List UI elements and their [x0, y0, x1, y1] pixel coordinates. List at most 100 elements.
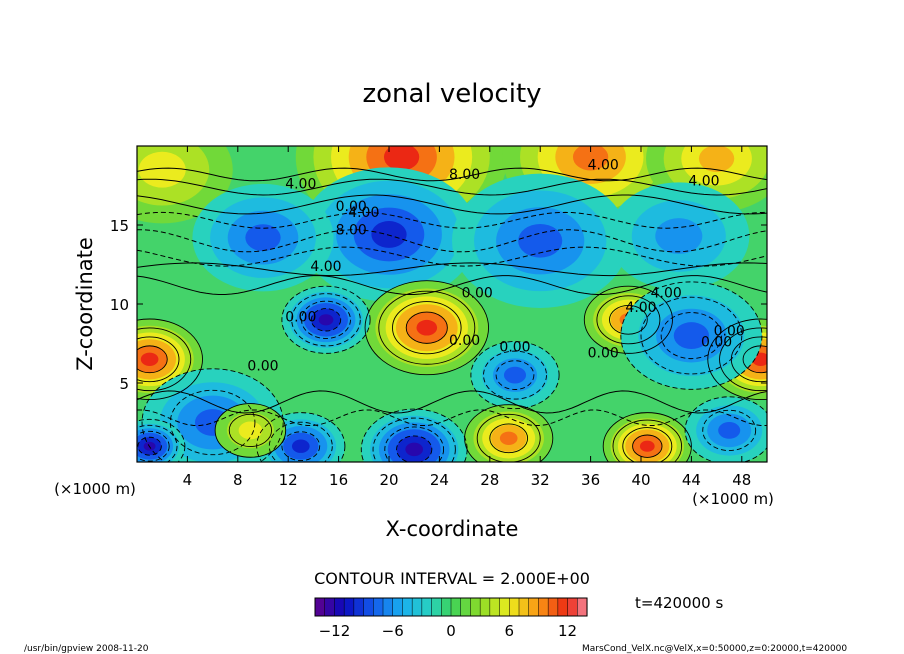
contour-ring: [495, 360, 535, 390]
colorbar-swatch: [460, 597, 471, 617]
x-axis-label: X-coordinate: [386, 517, 519, 541]
contour-label: 0.00: [714, 324, 745, 340]
colorbar-tick-label: −12: [319, 622, 351, 640]
contour-label: 0.00: [336, 199, 367, 215]
colorbar-swatch: [567, 597, 578, 617]
contour-ring: [583, 285, 673, 354]
contour-ring: [137, 327, 192, 392]
colorbar-swatch: [450, 597, 462, 617]
field-level: [405, 442, 424, 457]
contour-label: 0.00: [247, 358, 278, 374]
contour-label: 0.00: [701, 335, 732, 351]
contour-ring: [470, 341, 560, 410]
contour-ring: [310, 308, 342, 332]
field-level: [698, 146, 735, 173]
colorbar-swatch: [363, 597, 374, 617]
contour-label: 4.00: [348, 205, 379, 221]
contour-line: [137, 409, 767, 426]
colorbar-swatch: [373, 597, 384, 617]
x-tick-label: 32: [531, 471, 550, 489]
contour-label: 4.00: [588, 158, 619, 174]
y-axis-label: Z-coordinate: [73, 237, 97, 371]
colorbar-tick-label: −6: [382, 622, 404, 640]
contour-ring: [702, 409, 757, 451]
contour-ring: [384, 426, 445, 462]
x-axis-ticks: 4 8 12 16 20 24 28 32 36 40 44 48: [183, 146, 751, 489]
contour-line: [137, 229, 767, 253]
y-axis-ticks: 5 10 15: [110, 217, 767, 393]
contour-ring: [660, 312, 723, 360]
x-tick-label: 4: [183, 471, 193, 489]
contour-label: 8.00: [449, 167, 480, 183]
field-level: [140, 352, 159, 367]
contour-ring: [301, 300, 351, 339]
colorbar-swatch: [509, 597, 520, 617]
contour-label: 8.00: [336, 222, 367, 238]
colorbar-swatch: [324, 597, 335, 617]
x-tick-label: 48: [732, 471, 751, 489]
contour-ring: [291, 293, 361, 347]
field-level: [655, 218, 703, 254]
contour-labels: 4.008.004.004.000.004.008.004.000.000.00…: [247, 158, 744, 375]
colorbar-frame: [314, 597, 588, 617]
x-tick-label: 44: [682, 471, 701, 489]
colorbar-tick-label: 12: [558, 622, 577, 640]
contour-line: [137, 262, 767, 277]
field-level: [416, 319, 438, 336]
contour-label: 0.00: [285, 309, 316, 325]
contour-ring: [392, 301, 462, 355]
contour-interval-text: CONTOUR INTERVAL = 2.000E+00: [314, 569, 590, 588]
contour-ring: [214, 403, 287, 458]
contour-ring: [137, 418, 186, 462]
colorbar-swatch: [334, 597, 345, 617]
contour-ring: [489, 423, 529, 454]
colorbar-swatch: [421, 597, 433, 617]
field-level: [503, 366, 527, 384]
contour-ring: [281, 431, 321, 462]
footer-right: MarsCond_VelX.nc@VelX,x=0:50000,z=0:2000…: [582, 644, 847, 654]
contour-line: [137, 167, 767, 182]
contour-ring: [137, 424, 178, 462]
contour-label: 0.00: [449, 333, 480, 349]
contour-ring: [620, 281, 763, 390]
x-tick-label: 8: [233, 471, 243, 489]
contour-ring: [609, 304, 648, 335]
contour-ring: [364, 280, 489, 376]
contour-lines: [137, 167, 767, 462]
field-level: [291, 439, 310, 453]
contour-ring: [719, 327, 767, 392]
colorbar-swatch: [353, 597, 365, 617]
field-level: [518, 224, 563, 258]
x-unit-label-right: (×1000 m): [692, 490, 774, 508]
colorbar-swatch: [470, 597, 481, 617]
x-tick-label: 16: [329, 471, 348, 489]
contour-ring: [396, 435, 433, 462]
contour-label: 0.00: [499, 339, 530, 355]
field-level: [718, 422, 741, 439]
colorbar-swatch: [343, 597, 355, 617]
contour-ring: [137, 336, 180, 383]
colorbar-tick-label: 0: [446, 622, 456, 640]
chart-title: zonal velocity: [362, 79, 541, 109]
field-feature: [281, 286, 371, 354]
contour-line: [137, 178, 767, 196]
contour-label: 4.00: [310, 259, 341, 275]
contour-line: [137, 275, 767, 295]
contour-ring: [405, 311, 448, 344]
footer-left: /usr/bin/gpview 2008-11-20: [24, 644, 149, 654]
colorbar-swatch: [557, 597, 569, 617]
colorbar-swatch: [431, 597, 442, 617]
contour-ring: [483, 350, 547, 400]
field-level: [383, 146, 420, 171]
colorbar-swatch: [499, 597, 510, 617]
contour-ring: [372, 417, 456, 462]
contour-label: 4.00: [625, 300, 656, 316]
field-feature: [365, 280, 489, 375]
contour-ring: [169, 389, 256, 456]
colorbar-swatch: [411, 597, 423, 617]
x-tick-label: 20: [379, 471, 398, 489]
contour-ring: [378, 290, 476, 365]
contour-ring: [137, 436, 162, 456]
x-tick-label: 28: [480, 471, 499, 489]
colorbar-swatch: [528, 597, 539, 617]
